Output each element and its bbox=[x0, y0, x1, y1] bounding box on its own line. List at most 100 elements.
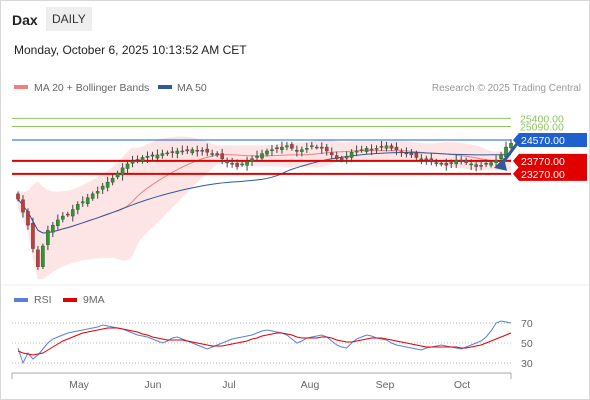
candle-body bbox=[414, 152, 419, 158]
candle-body bbox=[394, 146, 399, 150]
candle-body bbox=[150, 154, 155, 157]
candle-body bbox=[444, 163, 449, 166]
source-credit: Research © 2025 Trading Central bbox=[432, 83, 581, 94]
candle-body bbox=[389, 145, 394, 149]
candle-body bbox=[26, 211, 30, 226]
candle-body bbox=[295, 150, 299, 152]
candle-body bbox=[46, 230, 50, 245]
candle-body bbox=[125, 163, 130, 169]
timestamp: Monday, October 6, 2025 10:13:52 AM CET bbox=[14, 43, 247, 57]
level-tag-2 bbox=[513, 133, 587, 148]
candle-body bbox=[180, 150, 185, 153]
candle-body bbox=[110, 178, 115, 183]
candle-body bbox=[36, 249, 40, 267]
candle-body bbox=[469, 163, 473, 166]
level-tag-4 bbox=[513, 166, 587, 181]
candle-body bbox=[210, 153, 215, 155]
candle-body bbox=[61, 215, 65, 220]
x-tick-label-aug: Aug bbox=[301, 379, 320, 391]
candle-body bbox=[404, 152, 409, 155]
candle-body bbox=[300, 149, 304, 152]
candle-body bbox=[489, 162, 493, 166]
x-tick-label-sep: Sep bbox=[376, 379, 395, 391]
candle-body bbox=[185, 149, 190, 152]
level-tag-3 bbox=[513, 153, 587, 168]
legend-label-rsi: RSI bbox=[34, 294, 52, 306]
candle-body bbox=[474, 164, 478, 167]
candle-body bbox=[80, 201, 85, 204]
candle-body bbox=[170, 151, 175, 153]
x-tick-label-oct: Oct bbox=[454, 379, 470, 391]
rsi-tick-0: 70 bbox=[521, 318, 533, 330]
candle-body bbox=[464, 159, 468, 163]
candle-body bbox=[349, 152, 354, 158]
candle-body bbox=[409, 152, 414, 156]
candle-body bbox=[374, 148, 379, 150]
header-bar: Dax DAILY bbox=[1, 1, 589, 37]
candle-body bbox=[484, 163, 488, 165]
candle-body bbox=[140, 157, 145, 162]
candle-body bbox=[195, 150, 200, 152]
candle-body bbox=[130, 161, 135, 164]
candle-body bbox=[319, 146, 324, 149]
candle-body bbox=[379, 146, 384, 148]
candle-body bbox=[439, 163, 444, 165]
candle-body bbox=[85, 197, 90, 204]
rsi-tick-2: 30 bbox=[521, 358, 533, 370]
candle-body bbox=[494, 159, 498, 163]
legend-label-rsi-ma: 9MA bbox=[83, 294, 105, 306]
candle-body bbox=[70, 209, 75, 217]
candle-body bbox=[21, 199, 25, 213]
candle-body bbox=[344, 155, 349, 159]
candle-body bbox=[454, 159, 459, 165]
candle-body bbox=[364, 148, 369, 152]
candle-body bbox=[419, 158, 424, 160]
level-label-1: 25090.00 bbox=[520, 121, 564, 133]
legend-swatch-rsi-ma bbox=[63, 298, 77, 302]
candle-body bbox=[310, 145, 314, 147]
candle-body bbox=[145, 155, 150, 158]
legend-swatch-rsi bbox=[14, 298, 28, 302]
ma50-line bbox=[17, 152, 512, 234]
period-tab[interactable]: DAILY bbox=[46, 7, 92, 31]
x-tick-label-may: May bbox=[69, 379, 90, 391]
candle-body bbox=[290, 144, 294, 149]
candle-body bbox=[384, 145, 389, 149]
candle-body bbox=[499, 154, 503, 159]
legend-swatch-ma20 bbox=[14, 85, 28, 89]
candle-body bbox=[75, 204, 80, 210]
candle-body bbox=[369, 148, 374, 151]
x-tick-label-jul: Jul bbox=[222, 379, 235, 391]
level-label-2: 24570.00 bbox=[521, 135, 565, 147]
candle-body bbox=[359, 149, 364, 151]
rsi-ma-line bbox=[17, 327, 512, 356]
candle-body bbox=[280, 146, 284, 150]
candle-body bbox=[16, 193, 20, 200]
legend-label-ma20: MA 20 + Bollinger Bands bbox=[34, 82, 149, 94]
candle-body bbox=[165, 152, 170, 155]
candle-body bbox=[105, 181, 110, 188]
candle-body bbox=[100, 185, 105, 190]
level-label-3: 23770.00 bbox=[521, 156, 565, 168]
candle-body bbox=[305, 148, 309, 150]
candle-body bbox=[200, 150, 205, 152]
candle-body bbox=[190, 149, 195, 154]
candle-body bbox=[429, 158, 434, 162]
candle-body bbox=[245, 161, 249, 166]
candle-body bbox=[354, 150, 359, 153]
candle-body bbox=[230, 163, 234, 165]
candle-body bbox=[339, 157, 344, 161]
candle-body bbox=[155, 154, 160, 159]
candle-body bbox=[324, 146, 329, 152]
candle-body bbox=[65, 213, 70, 216]
symbol-label: Dax bbox=[12, 12, 38, 28]
candle-body bbox=[265, 150, 269, 155]
candle-body bbox=[260, 153, 264, 159]
candle-body bbox=[275, 147, 279, 149]
candle-body bbox=[215, 153, 219, 156]
candle-body bbox=[205, 148, 210, 153]
candle-body bbox=[240, 163, 244, 166]
candle-body bbox=[51, 224, 55, 233]
candle-body bbox=[509, 142, 513, 148]
